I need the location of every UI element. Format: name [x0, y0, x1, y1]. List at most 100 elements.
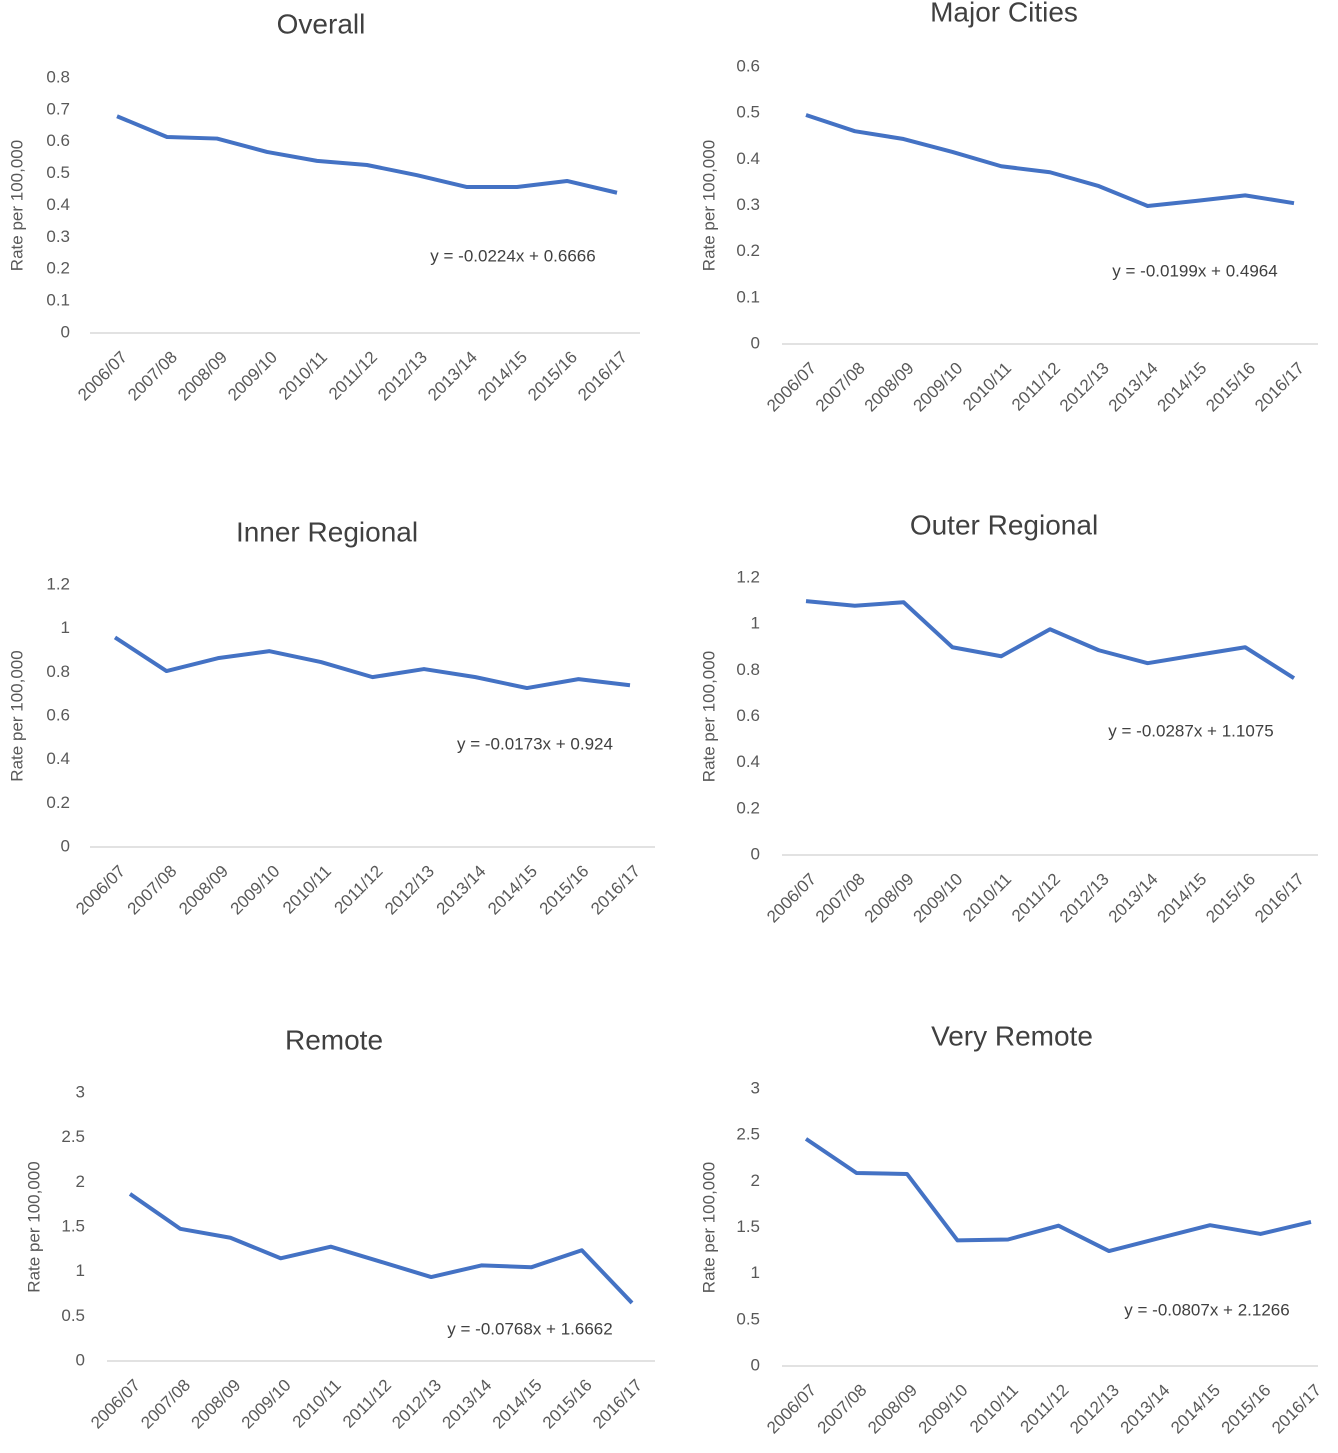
x-tick-label: 2009/10: [910, 359, 967, 416]
x-tick-label: 2013/14: [1105, 870, 1162, 927]
y-tick-label: 0.6: [46, 131, 70, 150]
y-tick-label: 0.5: [46, 163, 70, 182]
y-tick-label: 1.2: [736, 567, 760, 586]
y-tick-label: 0: [61, 836, 70, 855]
y-axis-label: Rate per 100,000: [699, 1162, 718, 1293]
x-tick-label: 2016/17: [589, 1376, 646, 1433]
y-tick-label: 0: [751, 844, 760, 863]
y-tick-label: 0.6: [736, 706, 760, 725]
data-line: [804, 1137, 1312, 1254]
y-tick-label: 3: [751, 1078, 760, 1097]
x-tick-label: 2014/15: [489, 1376, 546, 1433]
x-tick-label: 2008/09: [861, 870, 918, 927]
trendline-equation: y = -0.0224x + 0.6666: [430, 246, 595, 265]
x-tick-label: 2016/17: [574, 348, 631, 405]
y-tick-label: 1: [61, 618, 70, 637]
x-tick-label: 2007/08: [812, 359, 869, 416]
y-axis-label: Rate per 100,000: [699, 651, 718, 782]
x-tick-label: 2010/11: [275, 348, 331, 404]
chart-title: Outer Regional: [910, 509, 1098, 540]
data-line: [116, 114, 618, 195]
x-tick-label: 2007/08: [814, 1381, 871, 1438]
x-tick-label: 2012/13: [1056, 359, 1113, 416]
y-tick-label: 0.4: [736, 149, 760, 168]
y-tick-label: 0.6: [46, 705, 70, 724]
x-tick-label: 2010/11: [959, 870, 1015, 926]
x-tick-label: 2011/12: [325, 348, 381, 404]
y-tick-label: 0.1: [736, 287, 760, 306]
y-tick-label: 1: [76, 1261, 85, 1280]
chart-title: Very Remote: [931, 1020, 1093, 1051]
x-tick-label: 2014/15: [484, 862, 541, 919]
data-line: [128, 1192, 634, 1305]
x-tick-label: 2009/10: [910, 870, 967, 927]
x-tick-label: 2015/16: [539, 1376, 596, 1433]
x-tick-label: 2011/12: [330, 862, 386, 918]
x-tick-label: 2015/16: [1202, 359, 1259, 416]
y-tick-label: 2: [76, 1172, 85, 1191]
y-tick-label: 1.5: [736, 1217, 760, 1236]
x-tick-label: 2012/13: [1066, 1381, 1123, 1438]
x-tick-label: 2011/12: [1008, 870, 1064, 926]
y-tick-label: 0.1: [46, 291, 70, 310]
x-tick-label: 2006/07: [763, 359, 820, 416]
x-tick-label: 2016/17: [1251, 870, 1308, 927]
y-tick-label: 0.6: [736, 56, 760, 75]
x-tick-label: 2016/17: [1251, 359, 1308, 416]
x-tick-label: 2014/15: [1154, 870, 1211, 927]
x-tick-label: 2010/11: [289, 1376, 345, 1432]
x-tick-label: 2010/11: [966, 1381, 1022, 1437]
y-tick-label: 0.3: [46, 227, 70, 246]
y-tick-label: 1.5: [61, 1216, 85, 1235]
y-tick-label: 0.5: [736, 1309, 760, 1328]
trendline-equation: y = -0.0199x + 0.4964: [1112, 261, 1277, 280]
x-tick-label: 2013/14: [1117, 1381, 1174, 1438]
chart-title: Remote: [285, 1024, 383, 1055]
y-tick-label: 0.5: [61, 1306, 85, 1325]
y-tick-label: 0: [751, 1355, 760, 1374]
x-tick-label: 2014/15: [1154, 359, 1211, 416]
x-tick-label: 2016/17: [1268, 1381, 1325, 1438]
x-tick-label: 2009/10: [227, 862, 284, 919]
x-tick-label: 2008/09: [861, 359, 918, 416]
x-tick-label: 2015/16: [524, 348, 581, 405]
x-tick-label: 2014/15: [1167, 1381, 1224, 1438]
y-axis-label: Rate per 100,000: [7, 650, 26, 781]
x-tick-label: 2007/08: [124, 862, 181, 919]
x-tick-label: 2006/07: [87, 1376, 144, 1433]
y-tick-label: 0: [61, 322, 70, 341]
y-axis-label: Rate per 100,000: [699, 140, 718, 271]
y-tick-label: 0.2: [46, 793, 70, 812]
x-tick-label: 2013/14: [424, 348, 481, 405]
x-tick-label: 2016/17: [587, 862, 644, 919]
x-tick-label: 2015/16: [536, 862, 593, 919]
x-tick-label: 2006/07: [72, 862, 129, 919]
x-tick-label: 2010/11: [279, 862, 335, 918]
x-tick-label: 2009/10: [224, 348, 281, 405]
x-tick-label: 2011/12: [1016, 1381, 1072, 1437]
y-tick-label: 0.8: [736, 660, 760, 679]
x-tick-label: 2015/16: [1202, 870, 1259, 927]
y-tick-label: 0.4: [736, 752, 760, 771]
x-tick-label: 2009/10: [915, 1381, 972, 1438]
x-tick-label: 2006/07: [763, 1381, 820, 1438]
y-tick-label: 2.5: [736, 1125, 760, 1144]
x-tick-label: 2007/08: [137, 1376, 194, 1433]
trendline-equation: y = -0.0287x + 1.1075: [1108, 721, 1273, 740]
y-tick-label: 0.4: [46, 749, 70, 768]
x-tick-label: 2009/10: [238, 1376, 295, 1433]
x-tick-label: 2012/13: [374, 348, 431, 405]
y-tick-label: 0: [76, 1350, 85, 1369]
x-tick-label: 2008/09: [175, 862, 232, 919]
x-tick-label: 2015/16: [1218, 1381, 1275, 1438]
x-tick-label: 2011/12: [1008, 359, 1064, 415]
y-tick-label: 0.2: [736, 241, 760, 260]
y-tick-label: 0.2: [736, 798, 760, 817]
y-tick-label: 0.8: [46, 662, 70, 681]
x-tick-label: 2006/07: [763, 870, 820, 927]
x-tick-label: 2013/14: [433, 862, 490, 919]
x-tick-label: 2011/12: [339, 1376, 395, 1432]
chart-title: Overall: [277, 8, 366, 39]
x-tick-label: 2007/08: [124, 348, 181, 405]
data-line: [805, 113, 1295, 208]
